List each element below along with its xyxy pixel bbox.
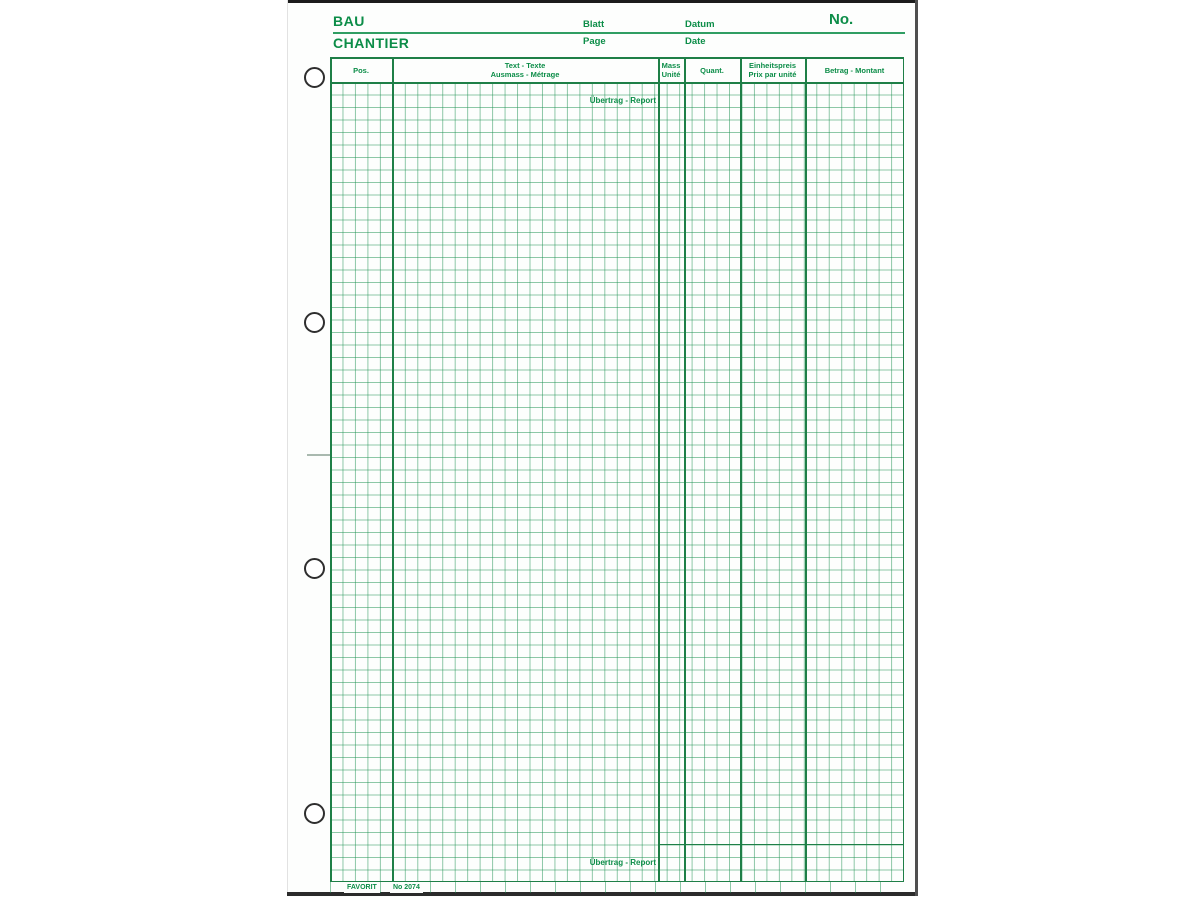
form-number-label: No 2074 [390,882,423,893]
column-separator-pos [392,57,394,882]
column-header-amount: Betrag - Montant [824,66,885,75]
table-border-top [330,57,904,59]
sheet-label-de: Blatt [583,19,605,30]
totals-separator-line [658,843,904,845]
column-header-unit-price-de: Einheitspreis [748,61,797,70]
measurement-grid [330,82,904,882]
table-border-left [330,57,332,882]
column-header-quantity: Quant. [700,66,724,75]
column-header-unit-de: Mass [661,61,681,70]
paper-right-edge [915,0,918,896]
measurement-table: Pos. Text - Texte Ausmass - Métrage Mass… [330,57,904,882]
column-separator-text [658,57,660,882]
number-label: No. [829,11,854,28]
column-header-pos: Pos. [353,66,369,75]
column-header-text-fr: Ausmass - Métrage [490,70,560,79]
fold-mark [307,454,331,456]
title-underline [333,32,905,34]
table-border-bottom [330,880,904,882]
date-label-fr: Date [685,36,706,47]
brand-label: FAVORIT [344,882,380,893]
column-separator-price [805,57,807,882]
punch-hole [304,558,325,579]
paper-bottom-edge [287,892,918,896]
form-title-french: CHANTIER [333,35,410,51]
column-separator-quantity [740,57,742,882]
column-header-unit-fr: Unité [661,70,681,79]
column-header-unit-price: Einheitspreis Prix par unité [740,61,805,79]
column-header-text: Text - Texte Ausmass - Métrage [392,61,658,79]
punch-hole [304,67,325,88]
carry-forward-bottom-label: Übertrag - Report [589,858,656,867]
carry-forward-top-label: Übertrag - Report [589,95,656,105]
column-header-unit: Mass Unité [658,61,684,79]
paper-top-edge [287,0,918,3]
date-label-de: Datum [685,19,715,30]
header-row-separator [330,82,904,84]
column-separator-unit [684,57,686,882]
punch-hole [304,312,325,333]
punch-hole [304,803,325,824]
footer-tick-strip: FAVORIT No 2074 [330,882,904,893]
table-border-right [902,57,904,882]
paper-sheet: BAU CHANTIER Blatt Page Datum Date No. P… [287,0,918,897]
column-header-unit-price-fr: Prix par unité [748,70,797,79]
paper-left-edge [287,0,288,892]
sheet-label-fr: Page [583,36,606,47]
form-title-german: BAU [333,13,365,29]
column-header-text-de: Text - Texte [504,61,546,70]
